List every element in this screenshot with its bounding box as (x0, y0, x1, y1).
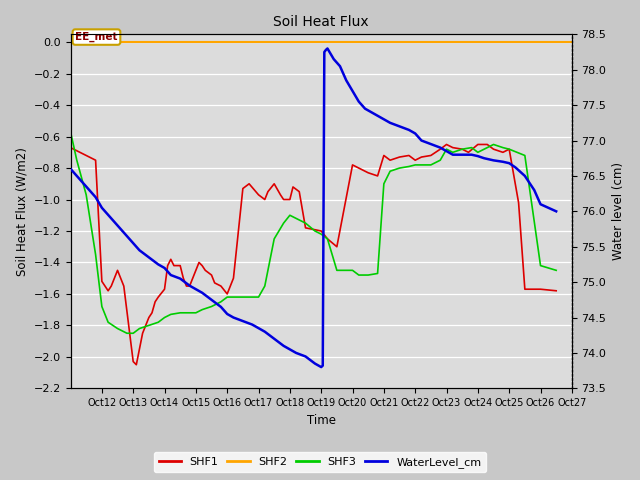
Y-axis label: Soil Heat Flux (W/m2): Soil Heat Flux (W/m2) (15, 147, 28, 276)
Legend: SHF1, SHF2, SHF3, WaterLevel_cm: SHF1, SHF2, SHF3, WaterLevel_cm (154, 452, 486, 472)
Y-axis label: Water level (cm): Water level (cm) (612, 162, 625, 260)
X-axis label: Time: Time (307, 414, 336, 427)
Title: Soil Heat Flux: Soil Heat Flux (273, 15, 369, 29)
Text: EE_met: EE_met (76, 32, 118, 42)
